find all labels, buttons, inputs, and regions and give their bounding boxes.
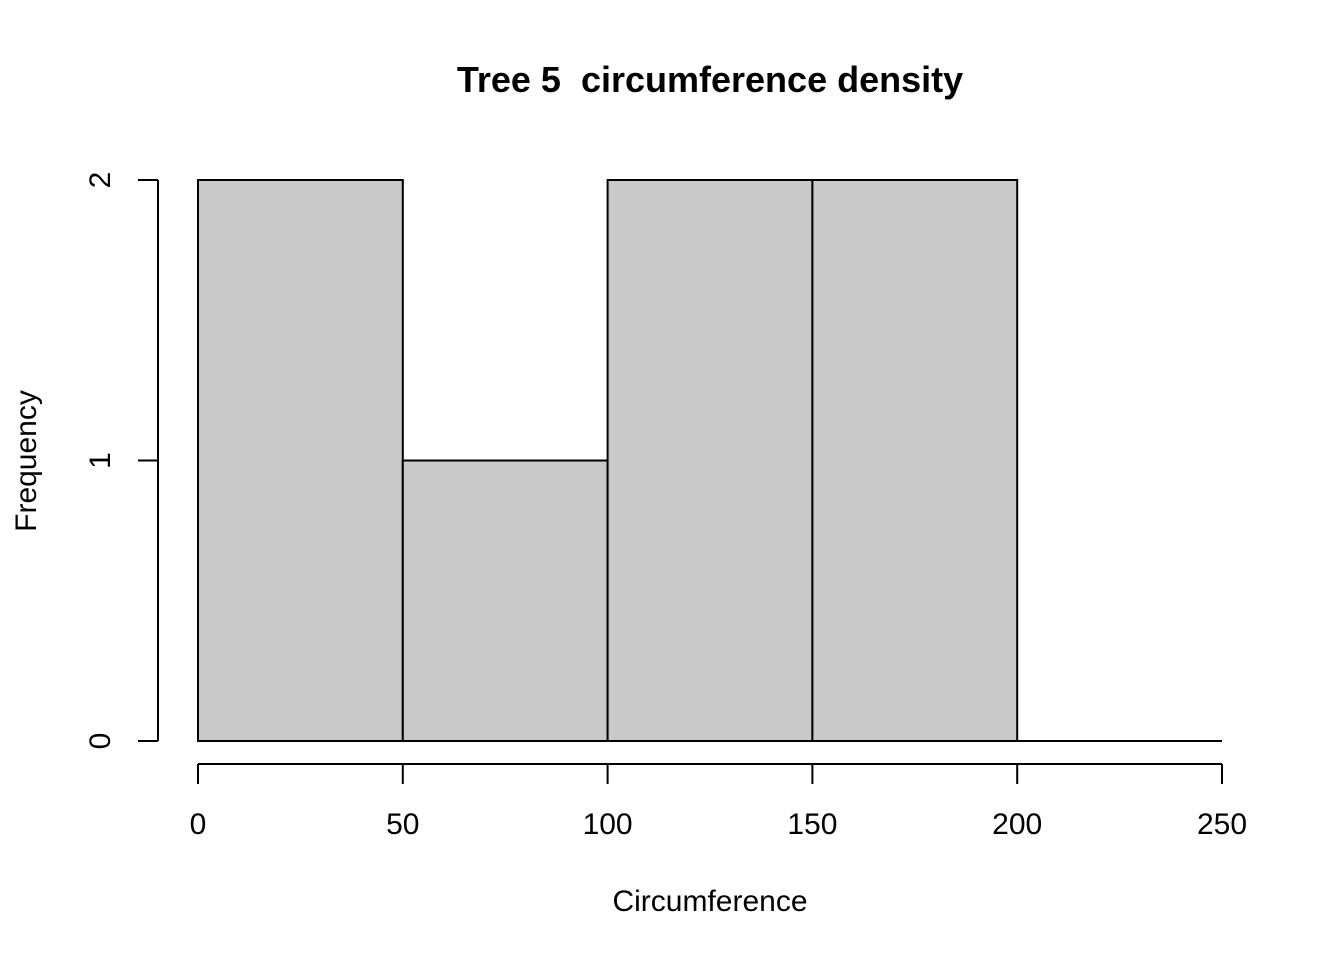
bar-50-100 [401, 459, 609, 742]
chart-title: Tree 5 circumference density [457, 59, 963, 100]
x-tick-label: 250 [1197, 808, 1247, 841]
x-tick-label: 0 [190, 808, 207, 841]
bar-150-200 [811, 179, 1019, 742]
bar-0-50 [197, 179, 404, 742]
bar-100-150 [606, 179, 814, 742]
x-axis-title: Circumference [612, 885, 807, 918]
x-axis: 0 50 100 150 200 250 [190, 763, 1247, 841]
bars-group [197, 179, 1222, 742]
y-tick-label: 0 [84, 733, 117, 750]
y-tick-label: 2 [84, 172, 117, 189]
x-tick-label: 150 [787, 808, 837, 841]
x-tick-label: 50 [386, 808, 419, 841]
x-tick-label: 200 [992, 808, 1042, 841]
y-axis-title: Frequency [10, 390, 43, 532]
x-tick-label: 100 [583, 808, 633, 841]
y-axis: 0 1 2 [84, 172, 159, 750]
y-tick-label: 1 [84, 452, 117, 469]
